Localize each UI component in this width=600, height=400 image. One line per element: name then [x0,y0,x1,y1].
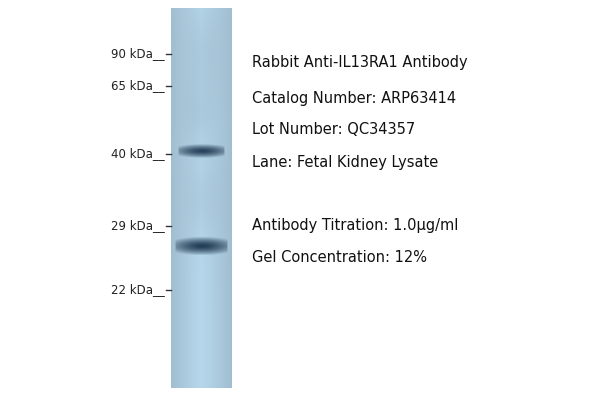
Text: Rabbit Anti-IL13RA1 Antibody: Rabbit Anti-IL13RA1 Antibody [252,54,467,70]
Text: 90 kDa__: 90 kDa__ [112,48,165,60]
Text: 29 kDa__: 29 kDa__ [111,220,165,232]
Text: 22 kDa__: 22 kDa__ [111,284,165,296]
Text: 65 kDa__: 65 kDa__ [112,80,165,92]
Text: Antibody Titration: 1.0µg/ml: Antibody Titration: 1.0µg/ml [252,218,458,234]
Text: Lot Number: QC34357: Lot Number: QC34357 [252,122,415,138]
Text: Lane: Fetal Kidney Lysate: Lane: Fetal Kidney Lysate [252,154,438,170]
Text: Gel Concentration: 12%: Gel Concentration: 12% [252,250,427,266]
Text: 40 kDa__: 40 kDa__ [112,148,165,160]
Text: Catalog Number: ARP63414: Catalog Number: ARP63414 [252,90,456,106]
